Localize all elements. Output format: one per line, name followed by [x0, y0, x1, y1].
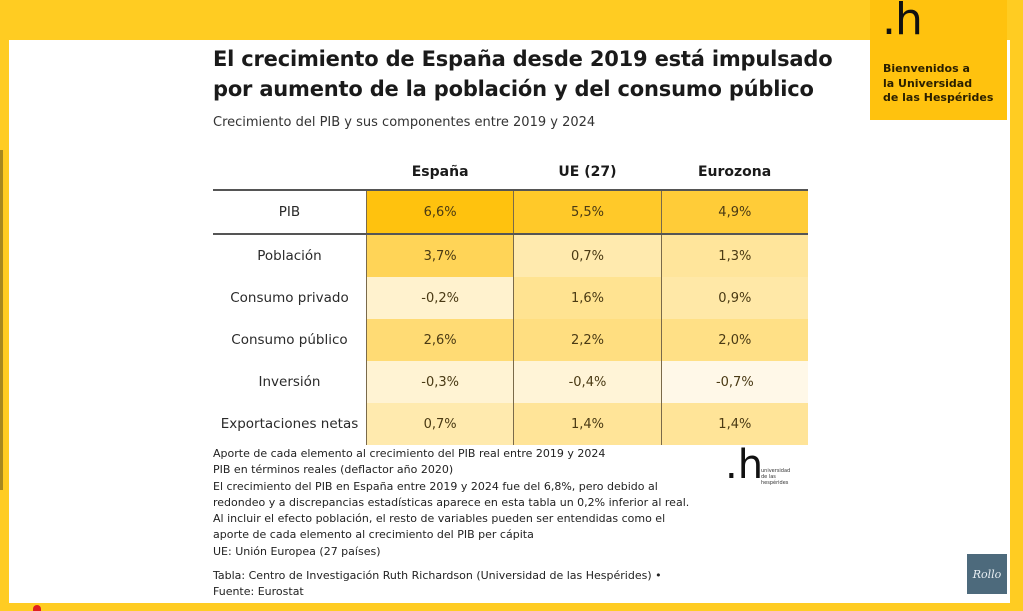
- table-cell: 0,7%: [365, 403, 514, 445]
- slide-title: El crecimiento de España desde 2019 está…: [213, 47, 833, 101]
- watermark-text: Rollo: [972, 567, 1002, 581]
- column-header: Eurozona: [661, 155, 808, 191]
- table-row: Inversión -0,3% -0,4% -0,7%: [213, 361, 808, 403]
- table-cell: 1,4%: [513, 403, 662, 445]
- table-cell: 0,7%: [513, 234, 662, 277]
- slide-subtitle: Crecimiento del PIB y sus componentes en…: [213, 115, 596, 130]
- welcome-text: Bienvenidos a la Universidad de las Hesp…: [883, 62, 994, 104]
- source-credit: Fuente: Eurostat: [213, 585, 304, 598]
- table-cell: 3,7%: [365, 234, 514, 277]
- table-cell: 1,3%: [660, 234, 808, 277]
- credits: Tabla: Centro de Investigación Ruth Rich…: [213, 568, 733, 600]
- footnotes: Aporte de cada elemento al crecimiento d…: [213, 446, 713, 560]
- left-edge-strip: [0, 150, 3, 490]
- table-cell: 0,9%: [660, 277, 808, 319]
- column-header: España: [366, 155, 514, 191]
- column-header: UE (27): [513, 155, 662, 191]
- table-row: Consumo privado -0,2% 1,6% 0,9%: [213, 277, 808, 319]
- table-row: PIB 6,6% 5,5% 4,9%: [213, 190, 808, 235]
- table-cell: -0,2%: [365, 277, 514, 319]
- row-label: Consumo privado: [230, 290, 349, 306]
- row-label: Exportaciones netas: [220, 416, 359, 432]
- university-logo-card: .h Bienvenidos a la Universidad de las H…: [870, 0, 1007, 120]
- footer-logo-text: universidad de las hespérides: [761, 468, 791, 486]
- table-cell: 5,5%: [513, 190, 662, 235]
- footnote-line: El crecimiento del PIB en España entre 2…: [213, 479, 658, 493]
- table-credit: Tabla: Centro de Investigación Ruth Rich…: [213, 569, 662, 582]
- table-header-row: España UE (27) Eurozona: [213, 155, 808, 191]
- footnote-line: Al incluir el efecto población, el resto…: [213, 512, 666, 526]
- footnote-line: aporte de cada elemento al crecimiento d…: [213, 528, 534, 542]
- table-cell: -0,4%: [513, 361, 662, 403]
- footnote-line: UE: Unión Europea (27 países): [213, 544, 381, 558]
- table-cell: -0,7%: [660, 361, 808, 403]
- table-row: Exportaciones netas 0,7% 1,4% 1,4%: [213, 403, 808, 445]
- row-label: PIB: [213, 190, 367, 235]
- growth-table: España UE (27) Eurozona PIB 6,6% 5,5% 4,9% P…: [213, 155, 808, 445]
- table-row: Población 3,7% 0,7% 1,3%: [213, 234, 808, 277]
- watermark-badge: Rollo: [967, 554, 1007, 594]
- row-header-blank: [213, 155, 367, 191]
- table-cell: 4,9%: [660, 190, 808, 235]
- table-cell: 1,6%: [513, 277, 662, 319]
- table-cell: 2,2%: [513, 319, 662, 361]
- table-cell: 6,6%: [365, 190, 514, 235]
- footer-university-logo: .h universidad de las hespérides: [725, 442, 815, 496]
- footnote-line: Aporte de cada elemento al crecimiento d…: [213, 447, 606, 460]
- table-cell: 2,0%: [660, 319, 808, 361]
- footnote-line: redondeo y a discrepancias estadísticas …: [213, 495, 690, 509]
- table-cell: 2,6%: [365, 319, 514, 361]
- recording-indicator-icon: [33, 605, 41, 611]
- row-label: Población: [257, 248, 322, 264]
- footer-logo-mark: .h: [725, 442, 764, 488]
- row-label: Consumo público: [231, 332, 348, 348]
- table-row: Consumo público 2,6% 2,2% 2,0%: [213, 319, 808, 361]
- footnote-line: PIB en términos reales (deflactor año 20…: [213, 463, 454, 477]
- university-logo-mark: .h: [882, 0, 923, 45]
- table-cell: -0,3%: [365, 361, 514, 403]
- table-cell: 1,4%: [660, 403, 808, 445]
- row-label: Inversión: [258, 374, 321, 390]
